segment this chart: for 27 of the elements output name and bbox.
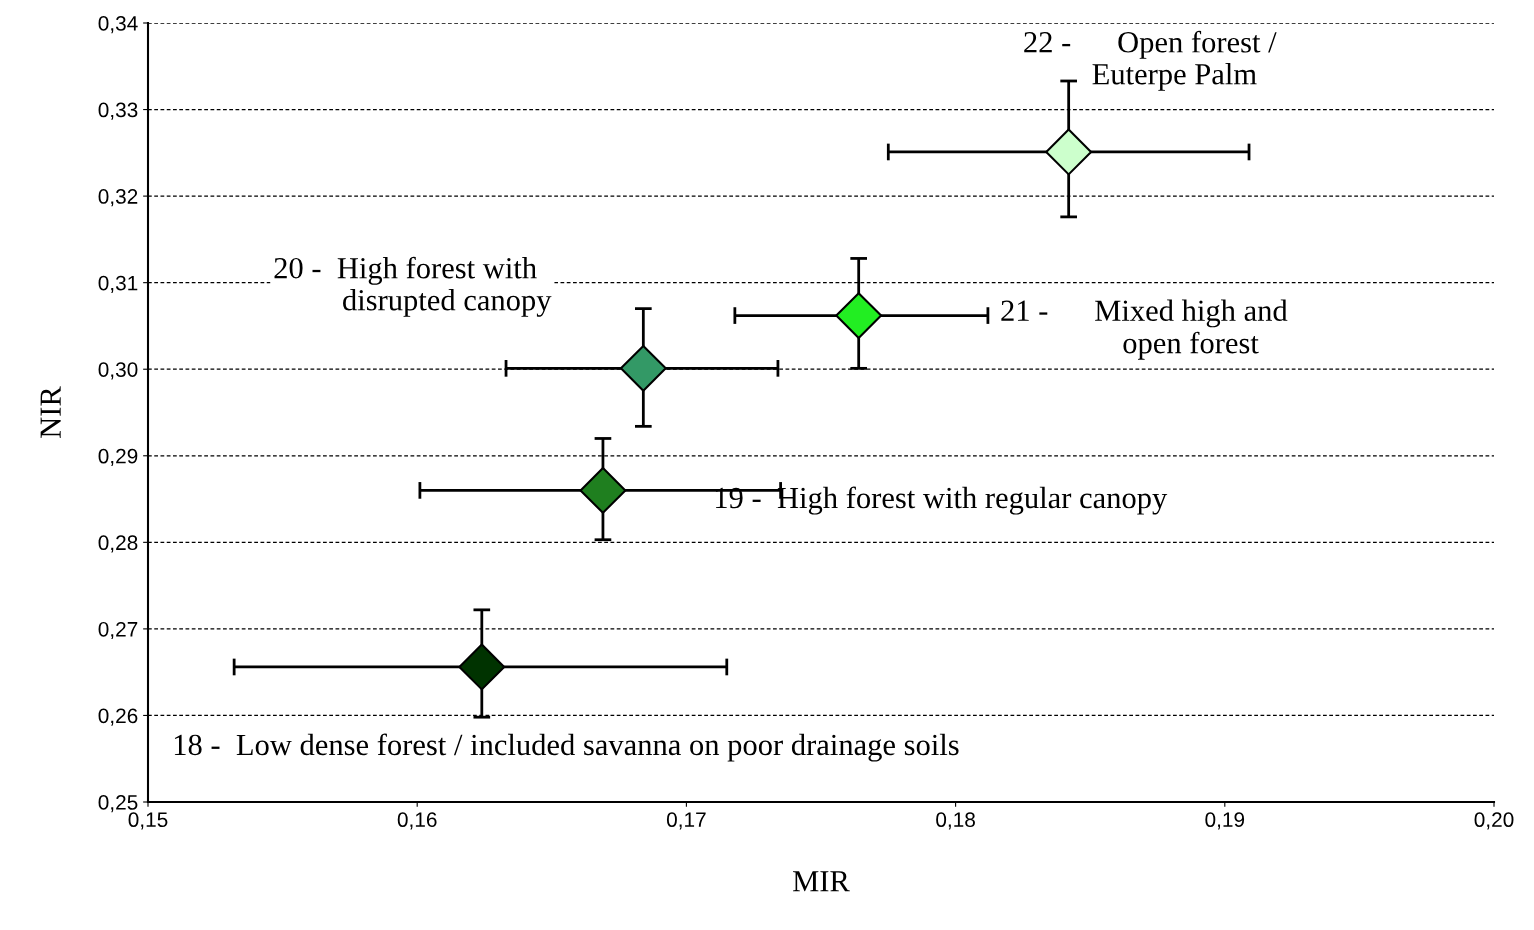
y-tick-label: 0,34 [98, 16, 138, 34]
point [579, 466, 627, 514]
x-axis-title: MIR [793, 871, 850, 892]
x-tick-label: 0,16 [397, 812, 437, 830]
x-tick-label: 0,19 [1205, 812, 1245, 830]
annotation: 20 - High forest with disrupted canopy [274, 256, 552, 317]
point [458, 643, 506, 691]
y-tick-label: 0,30 [98, 362, 138, 380]
x-tick-label: 0,20 [1474, 812, 1514, 830]
annotation: 22 - Open forest / Euterpe Palm [1024, 30, 1277, 91]
x-tick-label: 0,18 [936, 812, 975, 830]
annotation: 18 - Low dense forest / included savanna on poor drainage soils [174, 733, 959, 762]
annotation: 21 - Mixed high and open forest [1001, 299, 1288, 360]
point [1045, 128, 1093, 176]
y-tick-label: 0,33 [98, 102, 138, 120]
y-tick-label: 0,26 [98, 708, 138, 726]
y-tick-label: 0,28 [98, 535, 138, 553]
y-tick-label: 0,31 [98, 275, 138, 293]
x-tick-label: 0,15 [128, 812, 168, 830]
y-tick-label: 0,25 [98, 795, 138, 813]
y-tick-label: 0,27 [98, 621, 138, 640]
point [619, 344, 667, 392]
point [835, 292, 883, 339]
x-tick-label: 0,17 [666, 812, 706, 830]
y-tick-label: 0,32 [98, 189, 138, 207]
y-axis-title: NIR [40, 386, 61, 438]
y-tick-label: 0,29 [98, 448, 138, 466]
